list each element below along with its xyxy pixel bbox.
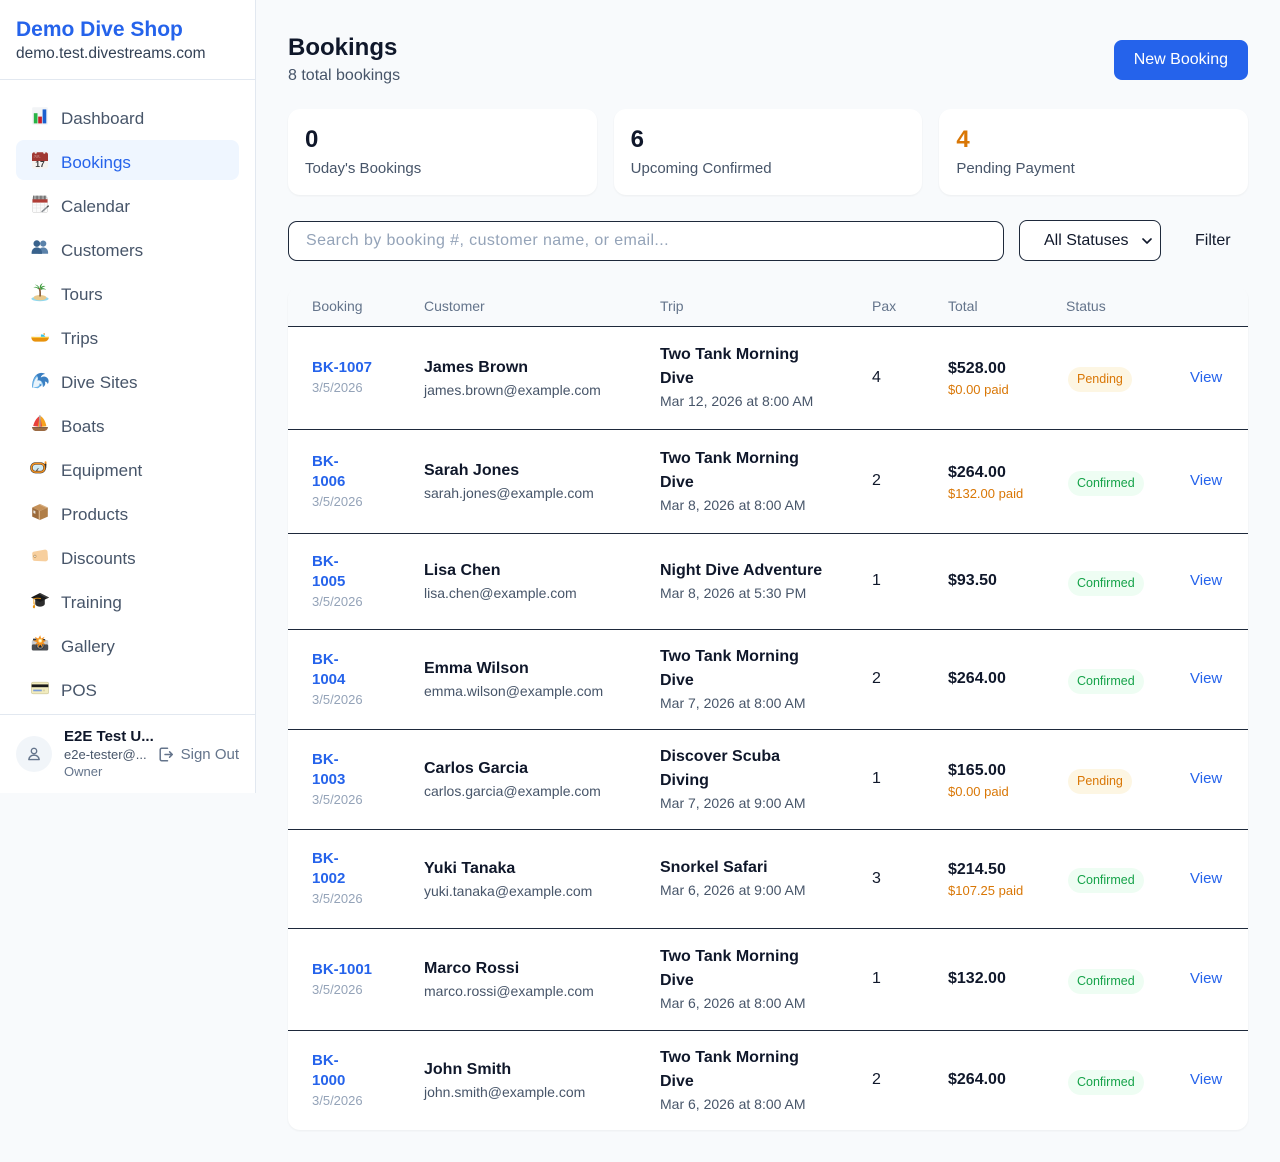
svg-text:17: 17 [35,159,45,169]
svg-text:JUL: JUL [33,154,41,159]
